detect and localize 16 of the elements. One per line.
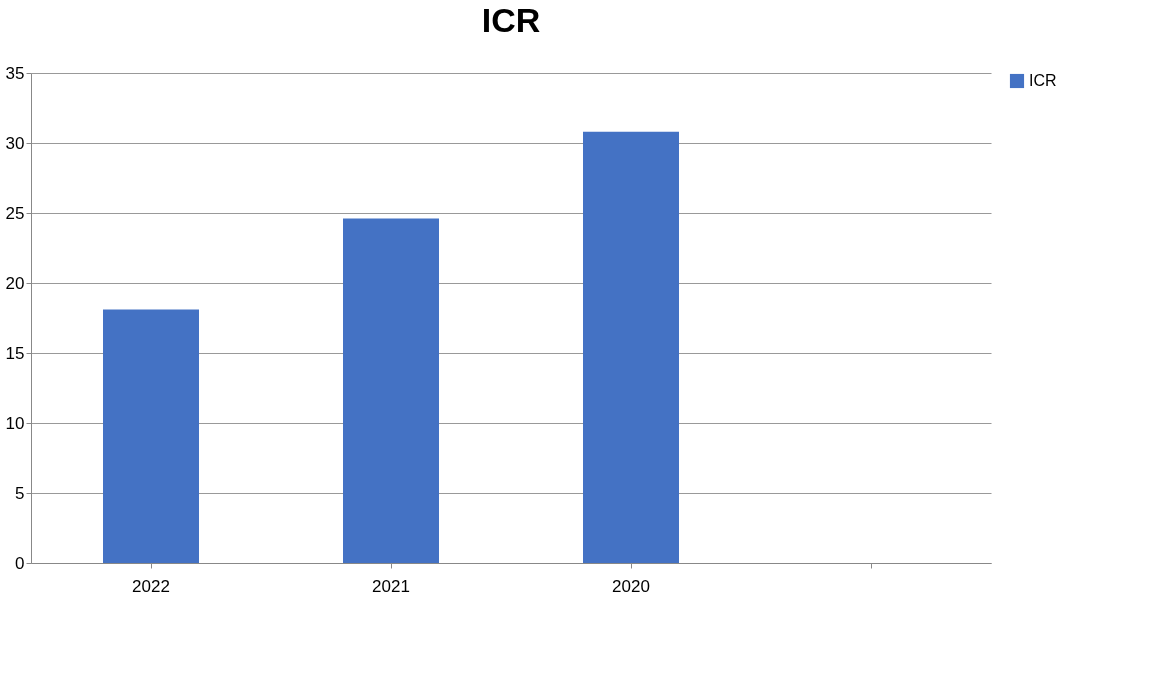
bar [343,218,439,563]
legend-label: ICR [1029,72,1057,89]
y-tick-label: 25 [5,203,25,223]
y-tick-label: 35 [5,63,25,83]
y-tick-label: 20 [5,273,25,293]
y-tick-label: 30 [5,133,25,153]
bar [583,131,679,563]
x-tick-label: 2021 [372,576,410,596]
bar [103,309,199,563]
y-tick-label: 15 [5,343,25,363]
y-tick-label: 0 [15,553,25,573]
chart-title: ICR [481,1,541,39]
y-tick-label: 10 [5,413,25,433]
x-tick-label: 2022 [132,576,170,596]
x-tick-label: 2020 [612,576,650,596]
y-tick-label: 5 [15,483,25,503]
